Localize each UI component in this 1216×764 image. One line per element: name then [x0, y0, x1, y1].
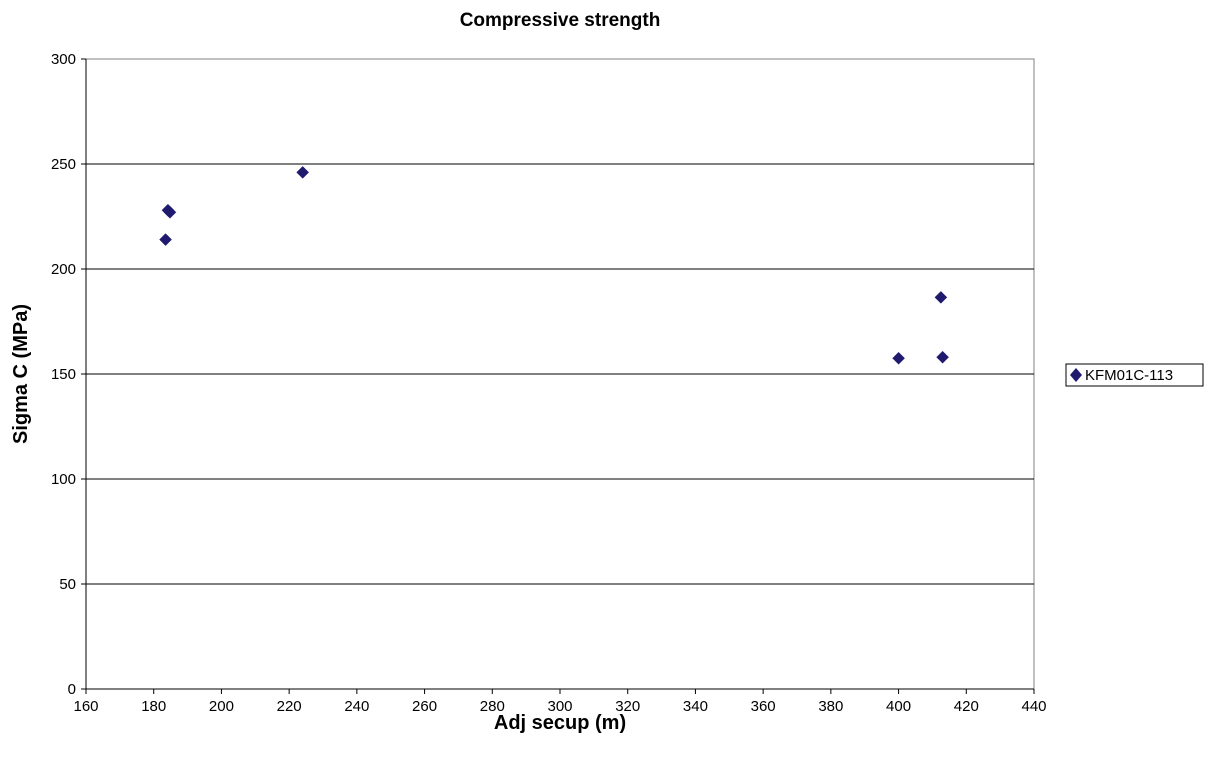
x-tick-label-180: 180 — [141, 698, 166, 715]
legend-box — [1065, 363, 1204, 387]
x-tick-label-380: 380 — [818, 698, 843, 715]
x-axis-label: Adj secup (m) — [494, 712, 626, 734]
chart-title: Compressive strength — [460, 10, 661, 31]
data-point-0-2 — [163, 205, 177, 219]
data-point-0-6 — [936, 350, 949, 364]
y-tick-labels: 0 50 100 150 200 250 300 — [51, 51, 76, 698]
x-tick-label-340: 340 — [683, 698, 708, 715]
x-tick-label-220: 220 — [277, 698, 302, 715]
data-point-0-0 — [159, 233, 172, 246]
x-tick-label-320: 320 — [615, 698, 640, 715]
x-tick-labels: 160 180 200 220 240 260 280 300 320 340 360 380 400 4… — [73, 698, 1046, 715]
x-tick-label-260: 260 — [412, 698, 437, 715]
data-point-0-5 — [934, 290, 948, 304]
y-tick-label-250: 250 — [51, 156, 76, 173]
legend: KFM01C-113 — [1065, 363, 1204, 387]
y-tick-label-150: 150 — [51, 366, 76, 383]
data-point-0-3 — [296, 166, 310, 179]
y-tick-label-0: 0 — [68, 681, 76, 698]
data-points — [159, 166, 949, 365]
legend-marker-diamond-icon — [1070, 368, 1082, 382]
x-tick-label-420: 420 — [954, 698, 979, 715]
gridlines — [86, 163, 1034, 585]
x-tick-label-400: 400 — [886, 698, 911, 715]
x-tick-label-300: 300 — [547, 698, 572, 715]
x-tick-label-440: 440 — [1021, 698, 1046, 715]
x-tick-label-280: 280 — [480, 698, 505, 715]
y-tick-label-300: 300 — [51, 51, 76, 68]
y-tick-label-50: 50 — [59, 576, 76, 593]
x-tick-label-200: 200 — [209, 698, 234, 715]
axes — [81, 58, 1035, 694]
y-tick-label-200: 200 — [51, 261, 76, 278]
legend-label: KFM01C-113 — [1085, 367, 1173, 384]
x-tick-label-360: 360 — [751, 698, 776, 715]
x-tick-label-160: 160 — [73, 698, 98, 715]
x-tick-label-240: 240 — [344, 698, 369, 715]
data-point-0-4 — [892, 351, 905, 365]
y-axis-label: Sigma C (MPa) — [10, 304, 32, 444]
y-tick-label-100: 100 — [51, 471, 76, 488]
